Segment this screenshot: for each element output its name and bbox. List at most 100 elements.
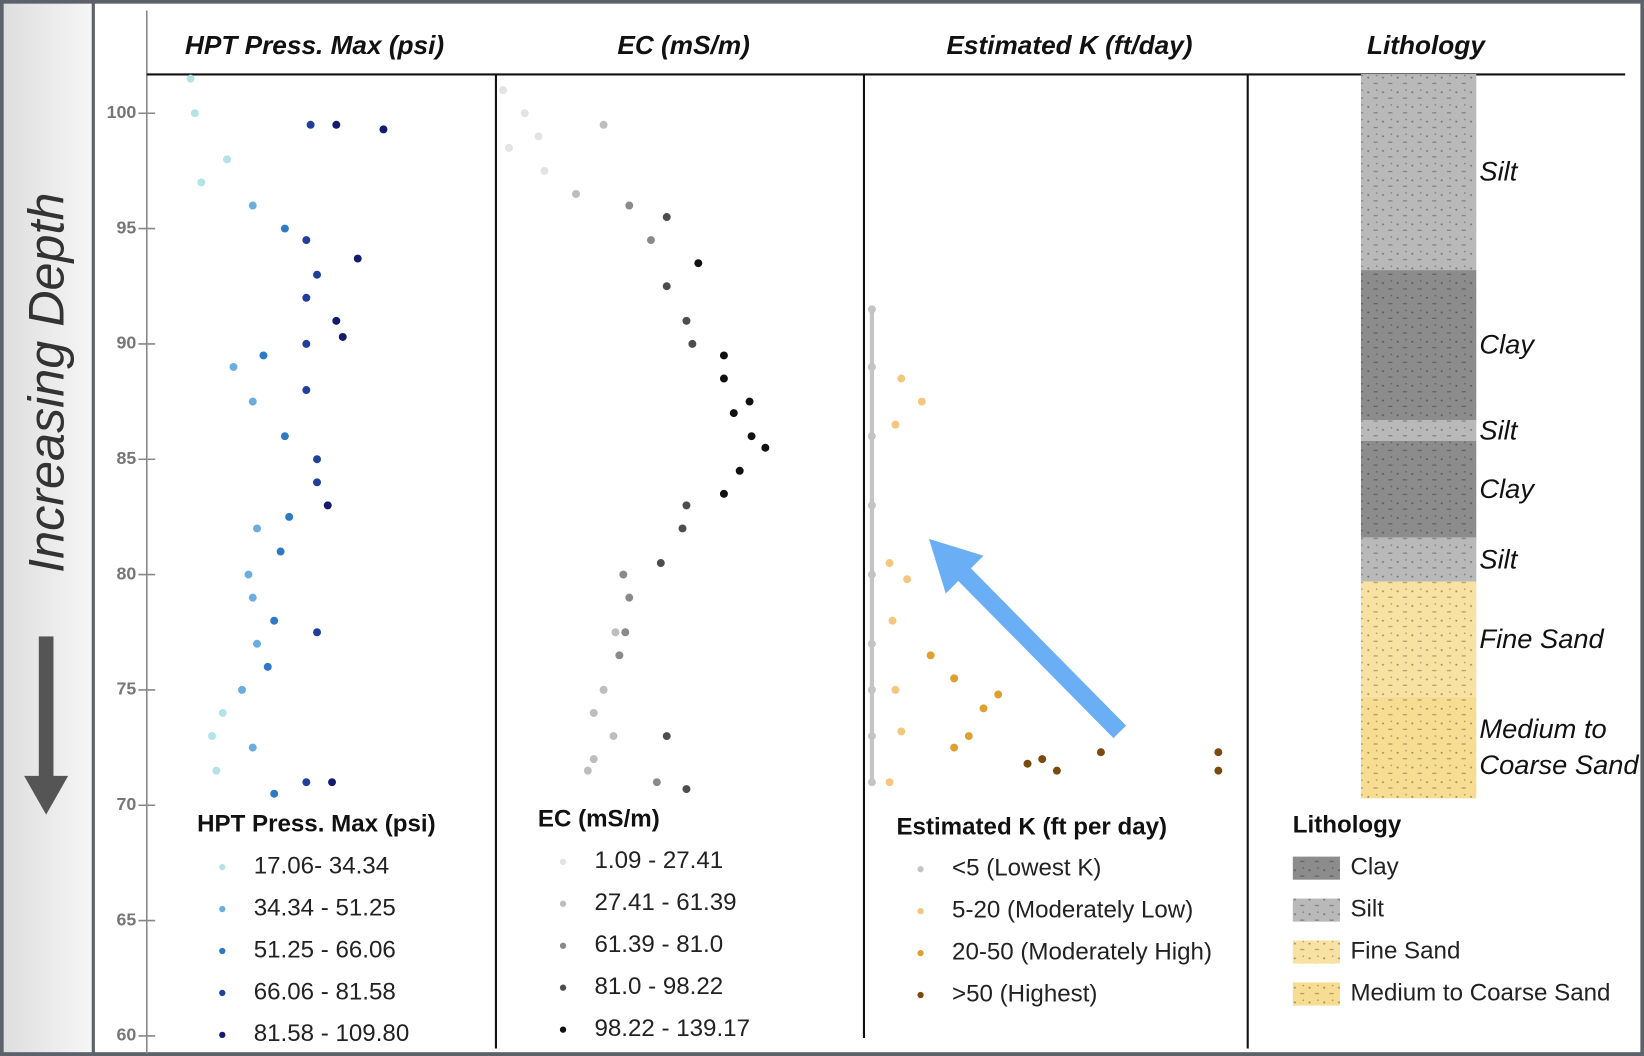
data-point: [244, 570, 253, 579]
data-point: [662, 213, 671, 222]
data-point: [186, 74, 195, 83]
data-point: [761, 443, 770, 452]
y-tick-label: 65: [116, 909, 136, 929]
legend-label: 27.41 - 61.39: [594, 889, 736, 916]
data-point: [332, 316, 341, 325]
data-point: [270, 616, 279, 625]
data-point: [656, 559, 665, 568]
data-point: [678, 524, 687, 533]
y-tick-label: 90: [116, 333, 136, 353]
data-point: [212, 766, 221, 775]
layer-label-box: Silt: [1479, 155, 1517, 186]
depth-arrow-shaft: [38, 636, 54, 778]
data-point: [302, 236, 311, 245]
data-point: [662, 732, 671, 741]
data-point: [897, 727, 906, 736]
data-point: [583, 766, 592, 775]
layer-label: Silt: [1479, 413, 1518, 446]
y-tick-label: 100: [107, 102, 137, 122]
data-point: [208, 732, 217, 741]
data-point: [248, 743, 257, 752]
legend-marker: [917, 866, 924, 873]
data-point: [867, 570, 876, 579]
legend-swatch-texture: [1292, 898, 1340, 922]
panel-title: Estimated K (ft/day): [946, 30, 1192, 60]
annotation-arrow-head: [928, 538, 984, 594]
data-point: [745, 397, 754, 406]
data-point: [891, 685, 900, 694]
layer-label-box: Fine Sand: [1479, 622, 1604, 654]
data-point: [280, 224, 289, 233]
data-point: [302, 386, 311, 395]
data-point: [1038, 755, 1047, 764]
data-point: [662, 282, 671, 291]
legend-marker: [917, 908, 924, 915]
legend-label: 20-50 (Moderately High): [952, 938, 1212, 965]
data-point: [313, 455, 322, 464]
depth-arrow-head: [24, 775, 69, 815]
data-point: [323, 501, 332, 510]
legend-label: Silt: [1350, 895, 1384, 922]
layer-label: Clay: [1479, 328, 1534, 360]
data-point: [867, 362, 876, 371]
layer-label-box: Silt: [1479, 413, 1518, 446]
data-point: [540, 166, 549, 175]
data-point: [599, 120, 608, 129]
legend-title: EC (mS/m): [538, 805, 660, 832]
legend-label: 81.0 - 98.22: [594, 973, 723, 1000]
layer-texture: [1360, 74, 1477, 271]
legend-marker: [219, 1031, 226, 1039]
data-point: [306, 120, 315, 129]
data-point: [867, 432, 876, 441]
data-point: [719, 351, 728, 360]
y-tick-label: 75: [116, 679, 136, 699]
data-point: [652, 778, 661, 787]
legend-label: 17.06- 34.34: [254, 852, 389, 879]
data-point: [338, 333, 347, 341]
layer-texture: [1360, 581, 1477, 697]
data-point: [248, 201, 257, 210]
data-point: [280, 432, 289, 441]
data-point: [867, 685, 876, 694]
data-point: [534, 132, 543, 141]
layer-label-box: Silt: [1479, 542, 1518, 575]
data-point: [1052, 766, 1061, 775]
legend-marker: [559, 1026, 567, 1033]
legend-marker: [917, 949, 924, 957]
legend-marker: [219, 947, 226, 955]
data-point: [229, 362, 238, 371]
legend-marker: [559, 858, 567, 866]
data-point: [313, 478, 322, 487]
data-point: [1096, 748, 1105, 757]
data-point: [719, 489, 728, 498]
data-point: [253, 524, 262, 533]
data-point: [867, 501, 876, 510]
y-tick-label: 85: [116, 448, 136, 468]
data-point: [621, 628, 630, 637]
annotation-arrow: [949, 559, 1127, 739]
layer-label: Silt: [1479, 542, 1518, 575]
data-point: [302, 778, 311, 787]
layer-label: Fine Sand: [1479, 622, 1604, 654]
legend-label: >50 (Highest): [952, 980, 1097, 1007]
data-point: [589, 708, 598, 717]
y-tick-label: 60: [116, 1025, 136, 1045]
data-point: [903, 575, 912, 584]
legend-marker: [219, 863, 226, 871]
layer-label: Medium to Coarse Sand: [1479, 713, 1639, 781]
data-point: [609, 732, 618, 741]
data-point: [238, 685, 247, 694]
panel-title: EC (mS/m): [617, 30, 750, 60]
legend-swatch-texture: [1292, 856, 1340, 880]
legend-swatch-texture: [1292, 982, 1340, 1006]
data-point: [917, 397, 926, 406]
data-point: [248, 397, 257, 406]
legend-marker: [219, 905, 226, 913]
data-point: [572, 189, 580, 198]
data-point: [589, 755, 598, 764]
legend-marker: [559, 942, 567, 949]
data-point: [694, 259, 703, 268]
data-point: [994, 690, 1003, 699]
legend-label: <5 (Lowest K): [952, 855, 1101, 882]
